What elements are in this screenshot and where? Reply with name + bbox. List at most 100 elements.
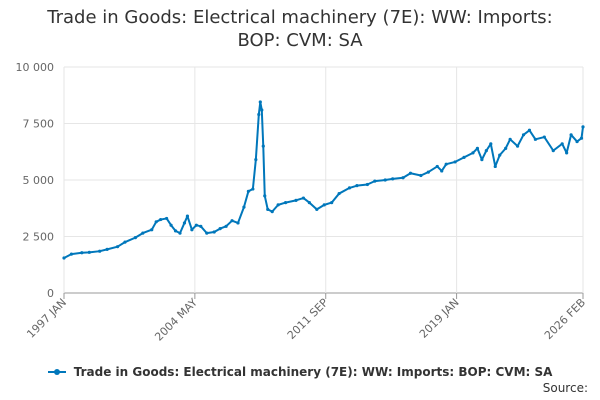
y-tick-label: 0 <box>47 287 54 300</box>
data-point[interactable] <box>330 201 334 205</box>
x-tick-label: 1997 JAN <box>24 296 69 341</box>
data-point[interactable] <box>569 133 573 137</box>
data-point[interactable] <box>224 224 228 228</box>
data-point[interactable] <box>133 236 137 240</box>
data-point[interactable] <box>533 137 538 141</box>
data-point[interactable] <box>355 184 359 188</box>
data-point[interactable] <box>263 194 267 198</box>
data-point[interactable] <box>401 176 405 180</box>
data-point[interactable] <box>419 173 423 178</box>
gridlines <box>63 66 584 294</box>
data-point[interactable] <box>508 137 512 141</box>
data-point[interactable] <box>575 139 579 144</box>
data-point[interactable] <box>426 170 430 174</box>
y-tick-label: 5 000 <box>23 174 55 187</box>
data-point[interactable] <box>230 219 234 223</box>
data-point[interactable] <box>365 182 369 187</box>
data-point[interactable] <box>527 128 532 132</box>
data-point[interactable] <box>504 146 508 150</box>
data-point[interactable] <box>453 160 457 164</box>
data-point[interactable] <box>581 125 585 129</box>
data-point[interactable] <box>471 151 475 155</box>
data-point[interactable] <box>254 158 258 162</box>
data-point[interactable] <box>87 250 91 254</box>
data-point[interactable] <box>408 171 413 175</box>
data-point[interactable] <box>294 198 298 202</box>
data-point[interactable] <box>542 135 546 139</box>
data-point[interactable] <box>383 178 387 182</box>
data-point[interactable] <box>141 231 145 235</box>
x-tick-label: 2019 JAN <box>417 296 462 341</box>
data-point[interactable] <box>270 210 274 214</box>
data-point[interactable] <box>105 247 109 251</box>
data-point[interactable] <box>498 153 502 157</box>
data-point[interactable] <box>194 223 198 227</box>
data-point[interactable] <box>199 224 203 228</box>
data-point[interactable] <box>218 226 222 231</box>
data-point[interactable] <box>182 221 187 225</box>
data-point[interactable] <box>347 186 352 190</box>
data-point[interactable] <box>150 228 154 232</box>
data-point[interactable] <box>185 214 190 218</box>
data-point[interactable] <box>515 144 520 148</box>
data-point[interactable] <box>276 203 280 207</box>
data-point[interactable] <box>484 149 488 153</box>
data-point[interactable] <box>322 203 326 207</box>
source-label: Source: <box>542 381 588 395</box>
data-point[interactable] <box>493 164 497 169</box>
data-point[interactable] <box>266 207 270 211</box>
data-point[interactable] <box>565 151 569 155</box>
data-point[interactable] <box>190 228 194 232</box>
data-point[interactable] <box>283 201 288 205</box>
chart-title: Trade in Goods: Electrical machinery (7E… <box>0 6 600 52</box>
data-point[interactable] <box>579 136 584 140</box>
data-point[interactable] <box>205 231 209 235</box>
data-point[interactable] <box>301 196 306 200</box>
data-point[interactable] <box>560 142 564 146</box>
data-point[interactable] <box>173 229 178 233</box>
data-point[interactable] <box>373 179 377 183</box>
x-tick-label: 2011 SEP <box>285 296 331 342</box>
data-point[interactable] <box>69 252 74 256</box>
data-point[interactable] <box>154 220 158 224</box>
data-point[interactable] <box>260 108 264 112</box>
data-point[interactable] <box>435 164 439 169</box>
data-point[interactable] <box>165 216 169 221</box>
data-point[interactable] <box>462 155 466 159</box>
data-point[interactable] <box>337 191 341 196</box>
legend-label: Trade in Goods: Electrical machinery (7E… <box>73 365 553 379</box>
data-point[interactable] <box>123 240 127 244</box>
data-point[interactable] <box>391 177 395 181</box>
data-point[interactable] <box>236 221 240 225</box>
data-point[interactable] <box>169 223 173 227</box>
legend[interactable]: Trade in Goods: Electrical machinery (7E… <box>0 365 600 379</box>
y-tick-label: 7 500 <box>23 118 55 131</box>
data-point[interactable] <box>98 249 102 253</box>
data-point[interactable] <box>475 146 480 150</box>
data-point[interactable] <box>80 251 84 255</box>
data-point[interactable] <box>521 133 526 137</box>
data-point[interactable] <box>307 201 311 205</box>
chart-title-line-1: Trade in Goods: Electrical machinery (7E… <box>47 7 553 28</box>
data-point[interactable] <box>551 149 555 153</box>
x-tick-label: 2026 FEB <box>542 296 588 342</box>
data-point[interactable] <box>242 205 246 209</box>
data-point[interactable] <box>115 245 120 249</box>
x-tick-label: 2004 MAY <box>152 296 200 344</box>
data-point[interactable] <box>178 231 182 235</box>
y-tick-label: 2 500 <box>23 231 55 244</box>
data-point[interactable] <box>251 187 255 191</box>
data-point[interactable] <box>62 256 66 260</box>
data-point[interactable] <box>212 230 216 234</box>
data-point[interactable] <box>440 169 444 173</box>
data-point[interactable] <box>444 162 448 166</box>
data-point[interactable] <box>246 189 251 193</box>
data-point[interactable] <box>261 144 265 148</box>
data-point[interactable] <box>489 142 493 146</box>
data-point[interactable] <box>480 158 484 162</box>
data-point[interactable] <box>315 207 319 211</box>
data-point[interactable] <box>159 217 163 222</box>
data-point[interactable] <box>258 100 262 104</box>
data-point[interactable] <box>257 112 261 117</box>
